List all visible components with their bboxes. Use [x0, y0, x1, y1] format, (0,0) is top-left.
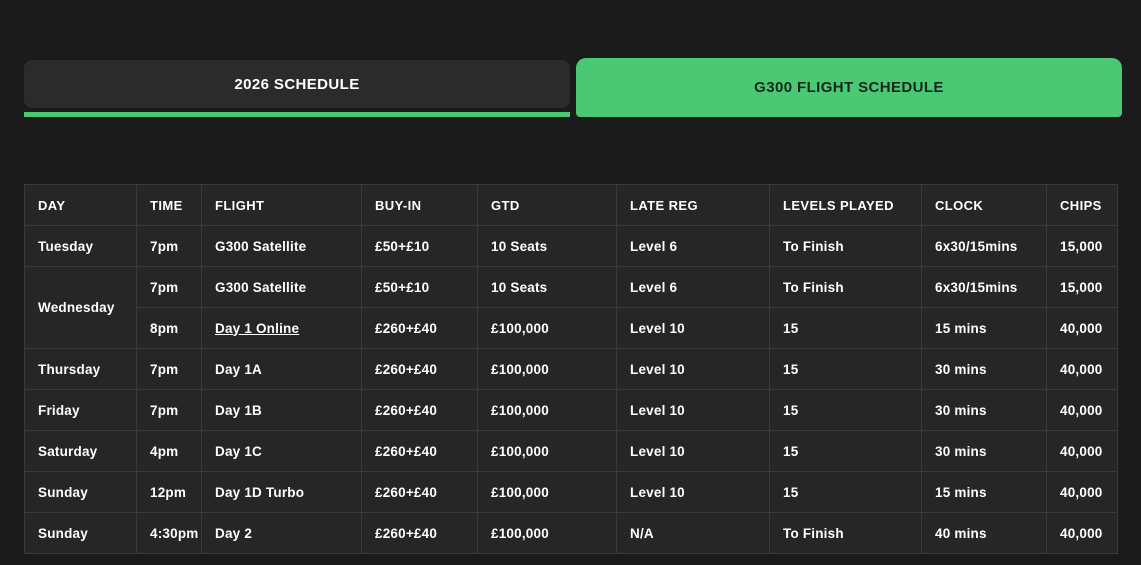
table-row: Saturday 4pm Day 1C £260+£40 £100,000 Level 1…	[24, 430, 1118, 472]
cell-time: 12pm	[136, 471, 202, 513]
cell-chips: 40,000	[1046, 471, 1118, 513]
cell-time: 7pm	[136, 348, 202, 390]
cell-buy-in: £260+£40	[361, 471, 478, 513]
cell-gtd: £100,000	[477, 512, 617, 554]
cell-chips: 15,000	[1046, 266, 1118, 308]
cell-late-reg: Level 6	[616, 225, 770, 267]
cell-late-reg: N/A	[616, 512, 770, 554]
cell-day: Sunday	[24, 471, 137, 513]
cell-levels-played: 15	[769, 430, 922, 472]
column-header-buy-in: BUY-IN	[361, 184, 478, 226]
cell-flight: Day 1A	[201, 348, 362, 390]
cell-time: 4pm	[136, 430, 202, 472]
cell-late-reg: Level 10	[616, 471, 770, 513]
cell-gtd: £100,000	[477, 348, 617, 390]
cell-late-reg: Level 10	[616, 389, 770, 431]
cell-gtd: 10 Seats	[477, 266, 617, 308]
cell-buy-in: £260+£40	[361, 430, 478, 472]
table-row: Sunday 12pm Day 1D Turbo £260+£40 £100,000 Le…	[24, 471, 1118, 513]
cell-gtd: 10 Seats	[477, 225, 617, 267]
cell-buy-in: £260+£40	[361, 512, 478, 554]
table-body: Tuesday 7pm G300 Satellite £50+£10 10 Seats L…	[24, 225, 1118, 554]
cell-chips: 40,000	[1046, 307, 1118, 349]
cell-buy-in: £50+£10	[361, 266, 478, 308]
cell-flight: G300 Satellite	[201, 266, 362, 308]
table-row: Sunday 4:30pm Day 2 £260+£40 £100,000 N/A To F…	[24, 512, 1118, 554]
cell-day: Saturday	[24, 430, 137, 472]
table-row: Wednesday 7pm G300 Satellite £50+£10 10 Seat…	[24, 266, 1118, 349]
cell-levels-played: To Finish	[769, 266, 922, 308]
column-header-late-reg: LATE REG	[616, 184, 770, 226]
cell-late-reg: Level 6	[616, 266, 770, 308]
column-header-gtd: GTD	[477, 184, 617, 226]
cell-day: Sunday	[24, 512, 137, 554]
cell-day: Tuesday	[24, 225, 137, 267]
flight-link[interactable]: Day 1 Online	[215, 320, 300, 336]
cell-flight: Day 1B	[201, 389, 362, 431]
cell-buy-in: £260+£40	[361, 348, 478, 390]
cell-flight: Day 2	[201, 512, 362, 554]
table-row: Thursday 7pm Day 1A £260+£40 £100,000 Level 1…	[24, 348, 1118, 390]
cell-levels-played: 15	[769, 389, 922, 431]
cell-flight: Day 1 Online	[201, 307, 362, 349]
tab-2026-schedule-wrap: 2026 SCHEDULE	[24, 60, 570, 117]
cell-buy-in: £260+£40	[361, 307, 478, 349]
cell-clock: 15 mins	[921, 471, 1047, 513]
cell-clock: 30 mins	[921, 348, 1047, 390]
cell-time: 4:30pm	[136, 512, 202, 554]
cell-time: 8pm	[136, 307, 202, 349]
cell-late-reg: Level 10	[616, 430, 770, 472]
table-row: Tuesday 7pm G300 Satellite £50+£10 10 Seats L…	[24, 225, 1118, 267]
cell-chips: 40,000	[1046, 430, 1118, 472]
table-row: Friday 7pm Day 1B £260+£40 £100,000 Level 10 1…	[24, 389, 1118, 431]
cell-levels-played: 15	[769, 471, 922, 513]
cell-gtd: £100,000	[477, 389, 617, 431]
cell-clock: 40 mins	[921, 512, 1047, 554]
cell-gtd: £100,000	[477, 307, 617, 349]
column-header-flight: FLIGHT	[201, 184, 362, 226]
cell-flight: G300 Satellite	[201, 225, 362, 267]
column-header-day: DAY	[24, 184, 137, 226]
cell-buy-in: £50+£10	[361, 225, 478, 267]
cell-clock: 30 mins	[921, 430, 1047, 472]
cell-flight: Day 1C	[201, 430, 362, 472]
table-header-row: DAY TIME FLIGHT BUY-IN GTD LATE REG LEVELS PLA…	[24, 184, 1118, 226]
cell-levels-played: To Finish	[769, 225, 922, 267]
cell-gtd: £100,000	[477, 471, 617, 513]
cell-chips: 15,000	[1046, 225, 1118, 267]
tab-2026-schedule[interactable]: 2026 SCHEDULE	[24, 60, 570, 108]
cell-clock: 6x30/15mins	[921, 225, 1047, 267]
cell-day: Wednesday	[24, 266, 137, 349]
cell-time: 7pm	[136, 389, 202, 431]
cell-gtd: £100,000	[477, 430, 617, 472]
flight-schedule-table-wrap: DAY TIME FLIGHT BUY-IN GTD LATE REG LEVELS PLA…	[24, 184, 1118, 554]
cell-levels-played: To Finish	[769, 512, 922, 554]
cell-chips: 40,000	[1046, 512, 1118, 554]
table-row: 8pm Day 1 Online £260+£40 £100,000 Level 10 1…	[25, 307, 1118, 349]
cell-levels-played: 15	[769, 307, 922, 349]
cell-day: Thursday	[24, 348, 137, 390]
cell-buy-in: £260+£40	[361, 389, 478, 431]
column-header-clock: CLOCK	[921, 184, 1047, 226]
schedule-tab-bar: 2026 SCHEDULE G300 FLIGHT SCHEDULE	[24, 58, 1122, 117]
flight-schedule-table: DAY TIME FLIGHT BUY-IN GTD LATE REG LEVELS PLA…	[24, 184, 1118, 554]
cell-clock: 30 mins	[921, 389, 1047, 431]
cell-late-reg: Level 10	[616, 348, 770, 390]
cell-time: 7pm	[136, 225, 202, 267]
cell-time: 7pm	[136, 266, 202, 308]
cell-day: Friday	[24, 389, 137, 431]
column-header-time: TIME	[136, 184, 202, 226]
cell-clock: 15 mins	[921, 307, 1047, 349]
cell-levels-played: 15	[769, 348, 922, 390]
cell-flight: Day 1D Turbo	[201, 471, 362, 513]
cell-chips: 40,000	[1046, 389, 1118, 431]
column-header-levels-played: LEVELS PLAYED	[769, 184, 922, 226]
active-indicator-underline	[24, 112, 570, 117]
tab-g300-flight-schedule[interactable]: G300 FLIGHT SCHEDULE	[576, 58, 1122, 117]
column-header-chips: CHIPS	[1046, 184, 1118, 226]
cell-clock: 6x30/15mins	[921, 266, 1047, 308]
cell-late-reg: Level 10	[616, 307, 770, 349]
cell-chips: 40,000	[1046, 348, 1118, 390]
